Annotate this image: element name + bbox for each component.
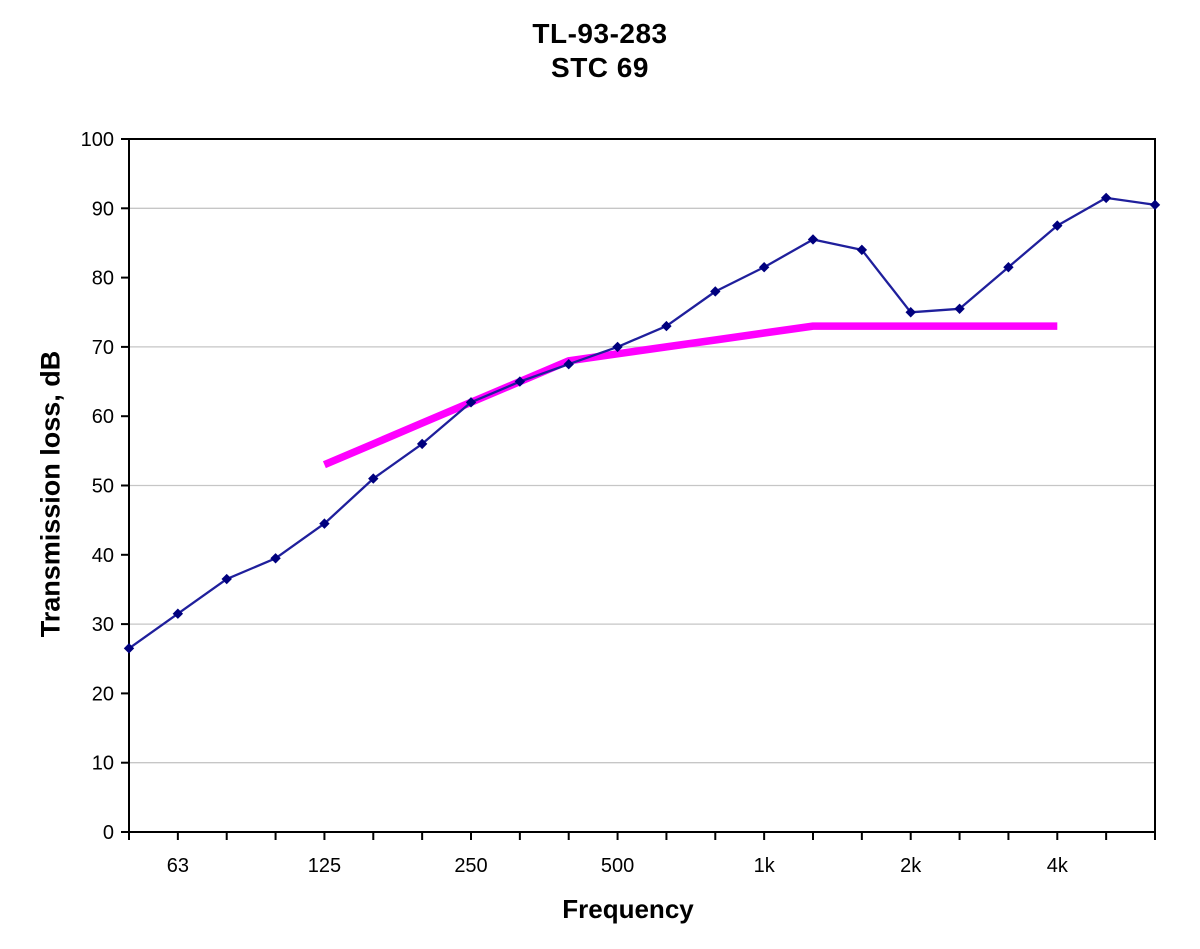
y-axis-tick-label: 60	[92, 406, 114, 428]
y-axis-tick-label: 50	[92, 476, 114, 498]
data-point-marker	[661, 320, 672, 332]
data-point-marker	[123, 643, 135, 654]
data-point-marker	[758, 262, 770, 273]
data-point-marker	[612, 341, 623, 353]
data-point-marker	[807, 234, 819, 245]
data-point-marker	[710, 286, 721, 297]
data-point-marker	[1003, 262, 1014, 273]
x-axis-tick-label: 4k	[1047, 855, 1069, 877]
data-point-marker	[465, 397, 477, 408]
data-point-marker	[1149, 199, 1161, 211]
x-axis-title: Frequency	[562, 894, 694, 924]
x-axis-tick-label: 250	[454, 855, 487, 877]
data-point-marker	[514, 376, 526, 387]
y-axis-tick-label: 90	[92, 198, 114, 220]
stc-contour-line	[322, 322, 1058, 469]
y-axis-tick-label: 40	[92, 545, 114, 567]
chart-title: TL-93-283	[532, 18, 668, 49]
data-point-marker	[563, 359, 574, 370]
y-axis-tick-label: 80	[92, 268, 114, 290]
data-point-marker	[319, 518, 330, 529]
y-axis-tick-label: 20	[92, 683, 114, 705]
data-point-marker	[1052, 220, 1063, 231]
data-point-marker	[905, 307, 916, 318]
y-axis-tick-label: 30	[92, 614, 114, 636]
data-point-marker	[221, 573, 232, 585]
data-point-marker	[270, 553, 281, 564]
data-point-marker	[856, 244, 868, 256]
data-point-marker	[416, 438, 428, 450]
y-axis-tick-label: 10	[92, 753, 114, 775]
data-point-marker	[368, 473, 379, 484]
y-axis-tick-label: 0	[103, 822, 114, 844]
x-axis-tick-label: 125	[308, 855, 341, 877]
x-axis-tick-label: 63	[167, 855, 189, 877]
data-point-marker	[1100, 192, 1112, 204]
chart-subtitle: STC 69	[551, 52, 649, 83]
x-axis-tick-label: 1k	[754, 855, 776, 877]
y-axis-tick-label: 70	[92, 337, 114, 359]
tl-curve	[128, 196, 1156, 650]
data-point-marker	[172, 608, 184, 619]
x-axis-tick-label: 2k	[900, 855, 922, 877]
x-axis-tick-label: 500	[601, 855, 634, 877]
data-point-marker	[954, 303, 965, 314]
y-axis-tick-label: 100	[81, 129, 114, 151]
